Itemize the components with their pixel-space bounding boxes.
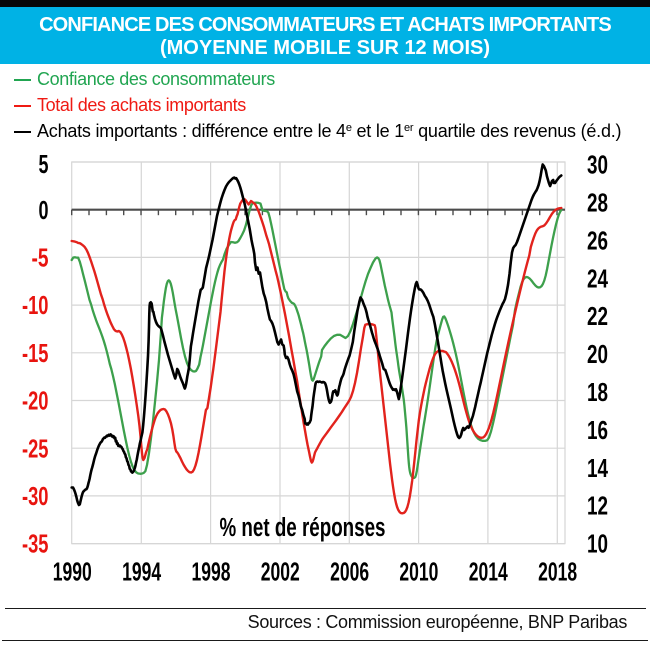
svg-text:2002: 2002 (261, 559, 300, 587)
svg-text:1990: 1990 (53, 559, 92, 587)
svg-text:26: 26 (587, 227, 608, 255)
svg-text:5: 5 (39, 151, 49, 179)
svg-text:14: 14 (587, 455, 609, 483)
svg-text:2010: 2010 (399, 559, 438, 587)
svg-text:30: 30 (587, 152, 608, 180)
svg-text:24: 24 (587, 265, 609, 293)
svg-text:2014: 2014 (469, 559, 509, 587)
svg-text:-35: -35 (22, 531, 49, 559)
svg-text:1998: 1998 (192, 559, 231, 587)
svg-text:2018: 2018 (538, 559, 577, 587)
svg-text:22: 22 (587, 303, 608, 331)
svg-text:% net de réponses: % net de réponses (220, 514, 386, 542)
svg-text:18: 18 (587, 379, 608, 407)
svg-text:-25: -25 (22, 435, 49, 463)
svg-text:1994: 1994 (122, 559, 162, 587)
svg-text:-5: -5 (32, 245, 49, 273)
svg-text:-10: -10 (22, 292, 49, 320)
svg-text:-30: -30 (22, 483, 49, 511)
svg-text:12: 12 (587, 493, 608, 521)
svg-text:2006: 2006 (330, 559, 369, 587)
svg-text:20: 20 (587, 341, 608, 369)
svg-text:0: 0 (39, 197, 49, 225)
svg-text:28: 28 (587, 190, 608, 218)
svg-text:-20: -20 (22, 388, 49, 416)
svg-text:-15: -15 (22, 340, 49, 368)
svg-text:16: 16 (587, 417, 608, 445)
svg-text:10: 10 (587, 531, 608, 559)
